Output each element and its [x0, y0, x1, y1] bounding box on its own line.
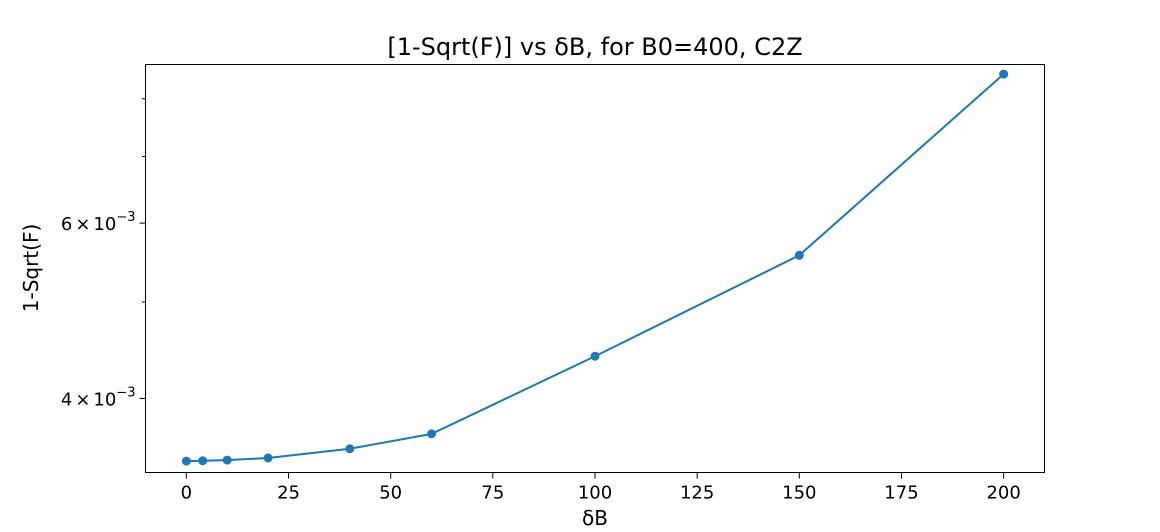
- y-axis: 4 × 10−36 × 10−3: [61, 98, 146, 410]
- x-axis: 0 25 50 75 100 125 150 175 200: [181, 472, 1021, 504]
- data-point: [222, 455, 232, 465]
- x-tick-label: 150: [782, 483, 816, 504]
- data-point: [263, 453, 273, 463]
- y-axis-label: 1-Sqrt(F): [19, 224, 43, 313]
- plot-area: [145, 64, 1045, 473]
- data-point: [590, 351, 600, 361]
- x-axis-label: δB: [582, 506, 608, 530]
- y-tick-mantissa: 4: [61, 389, 72, 410]
- x-tick-label: 125: [680, 483, 714, 504]
- y-tick-base: 10: [93, 389, 116, 410]
- y-tick-mantissa: 6: [61, 214, 72, 235]
- x-tick-label: 25: [277, 483, 300, 504]
- x-tick-label: 50: [379, 483, 402, 504]
- y-tick-times: ×: [75, 214, 90, 235]
- data-point: [427, 429, 437, 439]
- data-point: [999, 69, 1009, 79]
- data-point: [794, 250, 804, 260]
- y-tick-times: ×: [75, 389, 90, 410]
- x-tick-label: 200: [986, 483, 1020, 504]
- series-line: [186, 73, 1005, 463]
- series-group: [181, 69, 1009, 466]
- y-tick-label: 4 × 10−3: [61, 385, 136, 410]
- x-tick-label: 75: [481, 483, 504, 504]
- y-tick-exponent: −3: [116, 385, 135, 400]
- y-tick-exponent: −3: [116, 210, 135, 225]
- chart-title: [1-Sqrt(F)] vs δB, for B0=400, C2Z: [387, 33, 802, 61]
- x-tick-label: 100: [578, 483, 612, 504]
- data-point: [345, 444, 355, 454]
- y-tick-label: 6 × 10−3: [61, 210, 136, 235]
- plot-frame: [145, 64, 1045, 473]
- data-point: [181, 456, 191, 466]
- y-tick-base: 10: [93, 214, 116, 235]
- data-point: [198, 456, 208, 466]
- x-tick-label: 0: [181, 483, 192, 504]
- x-tick-label: 175: [884, 483, 918, 504]
